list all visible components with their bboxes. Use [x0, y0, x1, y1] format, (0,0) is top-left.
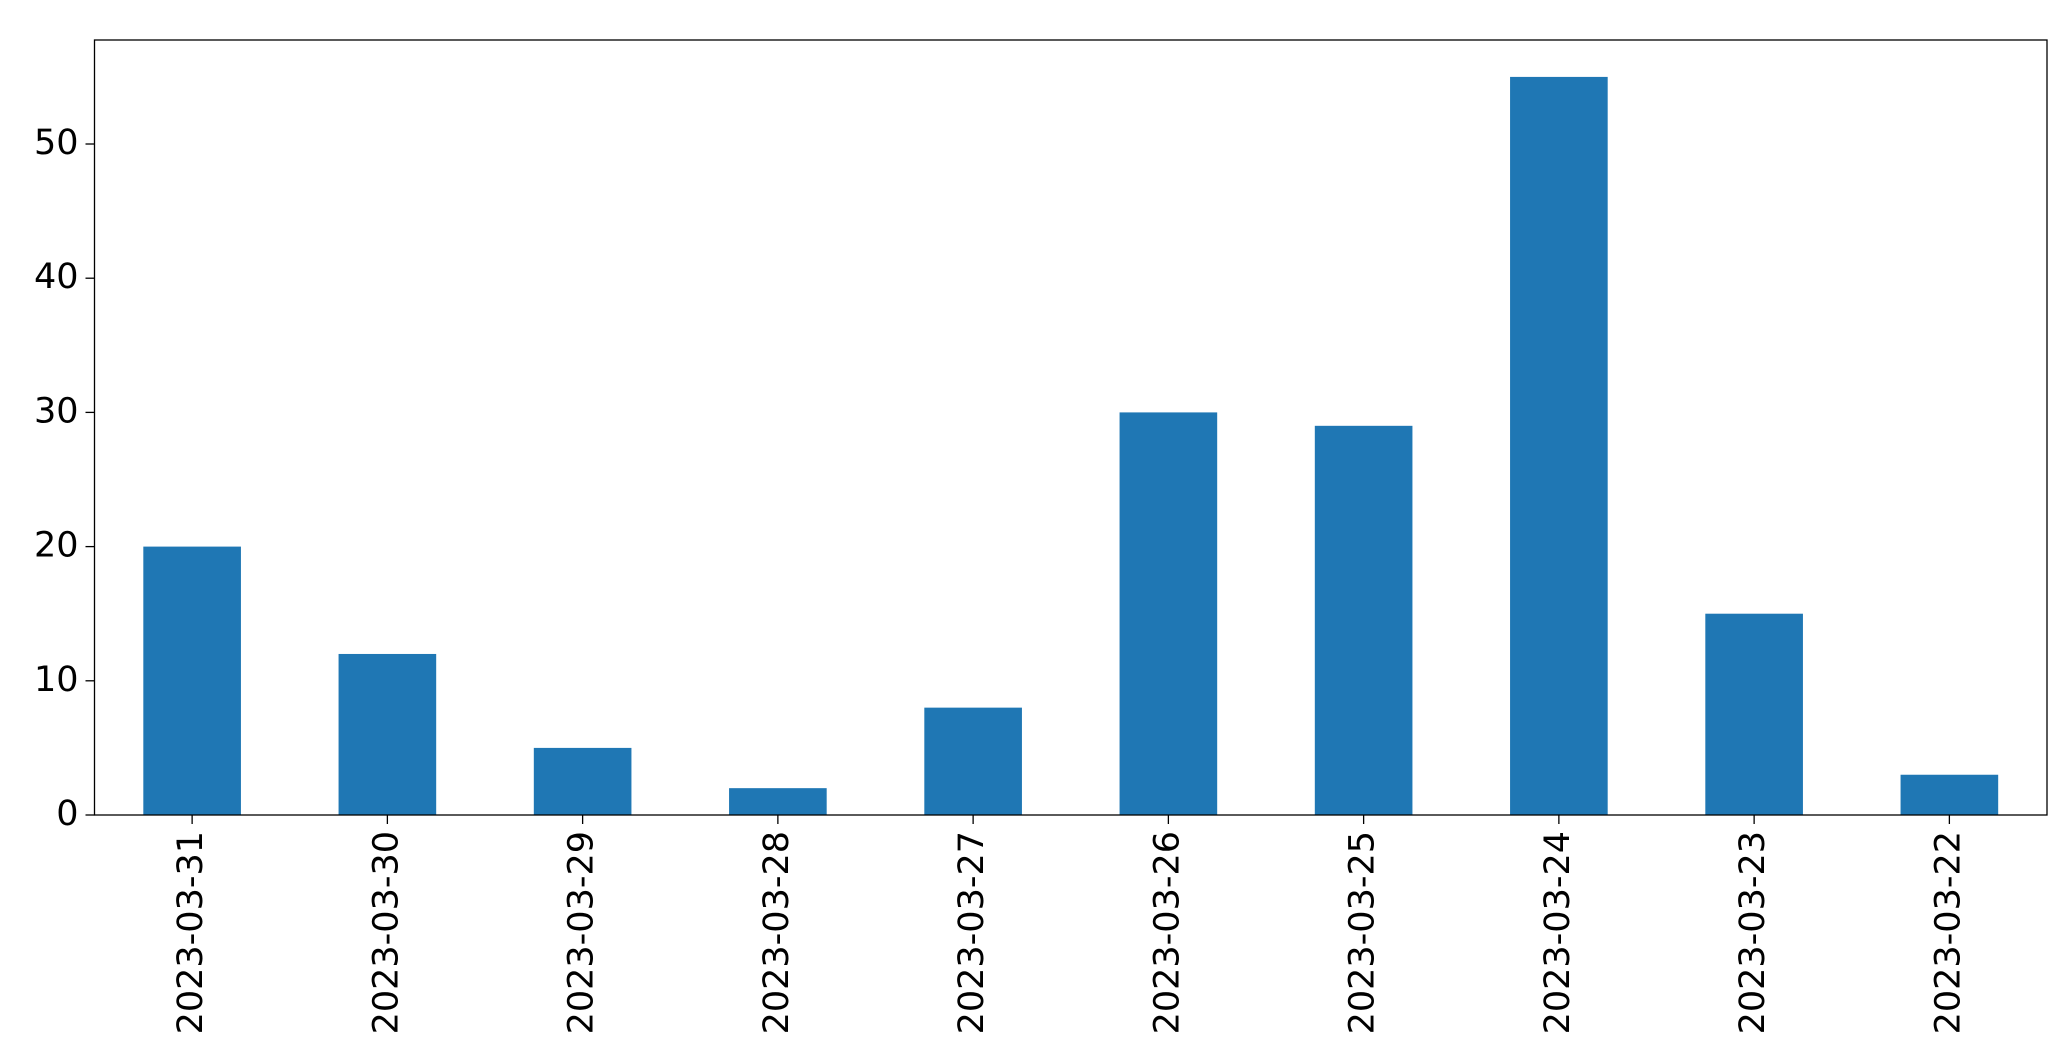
- x-tick-label: 2023-03-28: [757, 831, 797, 1034]
- y-tick-label: 10: [34, 660, 79, 700]
- bar: [1314, 425, 1413, 815]
- bar: [1510, 76, 1608, 815]
- x-tick-label: 2023-03-24: [1538, 831, 1578, 1034]
- y-tick-label: 50: [34, 123, 79, 163]
- y-tick-label: 30: [34, 391, 79, 431]
- bar: [924, 707, 1022, 815]
- x-tick-label: 2023-03-22: [1928, 831, 1968, 1034]
- y-tick-label: 40: [34, 257, 79, 297]
- bar: [338, 653, 437, 815]
- bar: [1705, 613, 1803, 815]
- axes-frame: [93, 39, 2048, 816]
- x-tick-label: 2023-03-26: [1147, 831, 1187, 1034]
- x-tick-label: 2023-03-30: [366, 831, 406, 1034]
- x-tick-label: 2023-03-23: [1733, 831, 1773, 1034]
- x-tick-label: 2023-03-29: [562, 831, 602, 1034]
- y-tick-label: 20: [34, 526, 79, 566]
- y-tick-label: 0: [56, 794, 78, 834]
- bar: [1119, 412, 1218, 815]
- bar: [1900, 774, 1999, 815]
- x-tick-label: 2023-03-25: [1343, 831, 1383, 1034]
- bar: [533, 747, 632, 815]
- x-tick-label: 2023-03-27: [952, 831, 992, 1034]
- x-tick-label: 2023-03-31: [171, 831, 211, 1034]
- bar: [729, 788, 827, 815]
- bar: [143, 546, 241, 815]
